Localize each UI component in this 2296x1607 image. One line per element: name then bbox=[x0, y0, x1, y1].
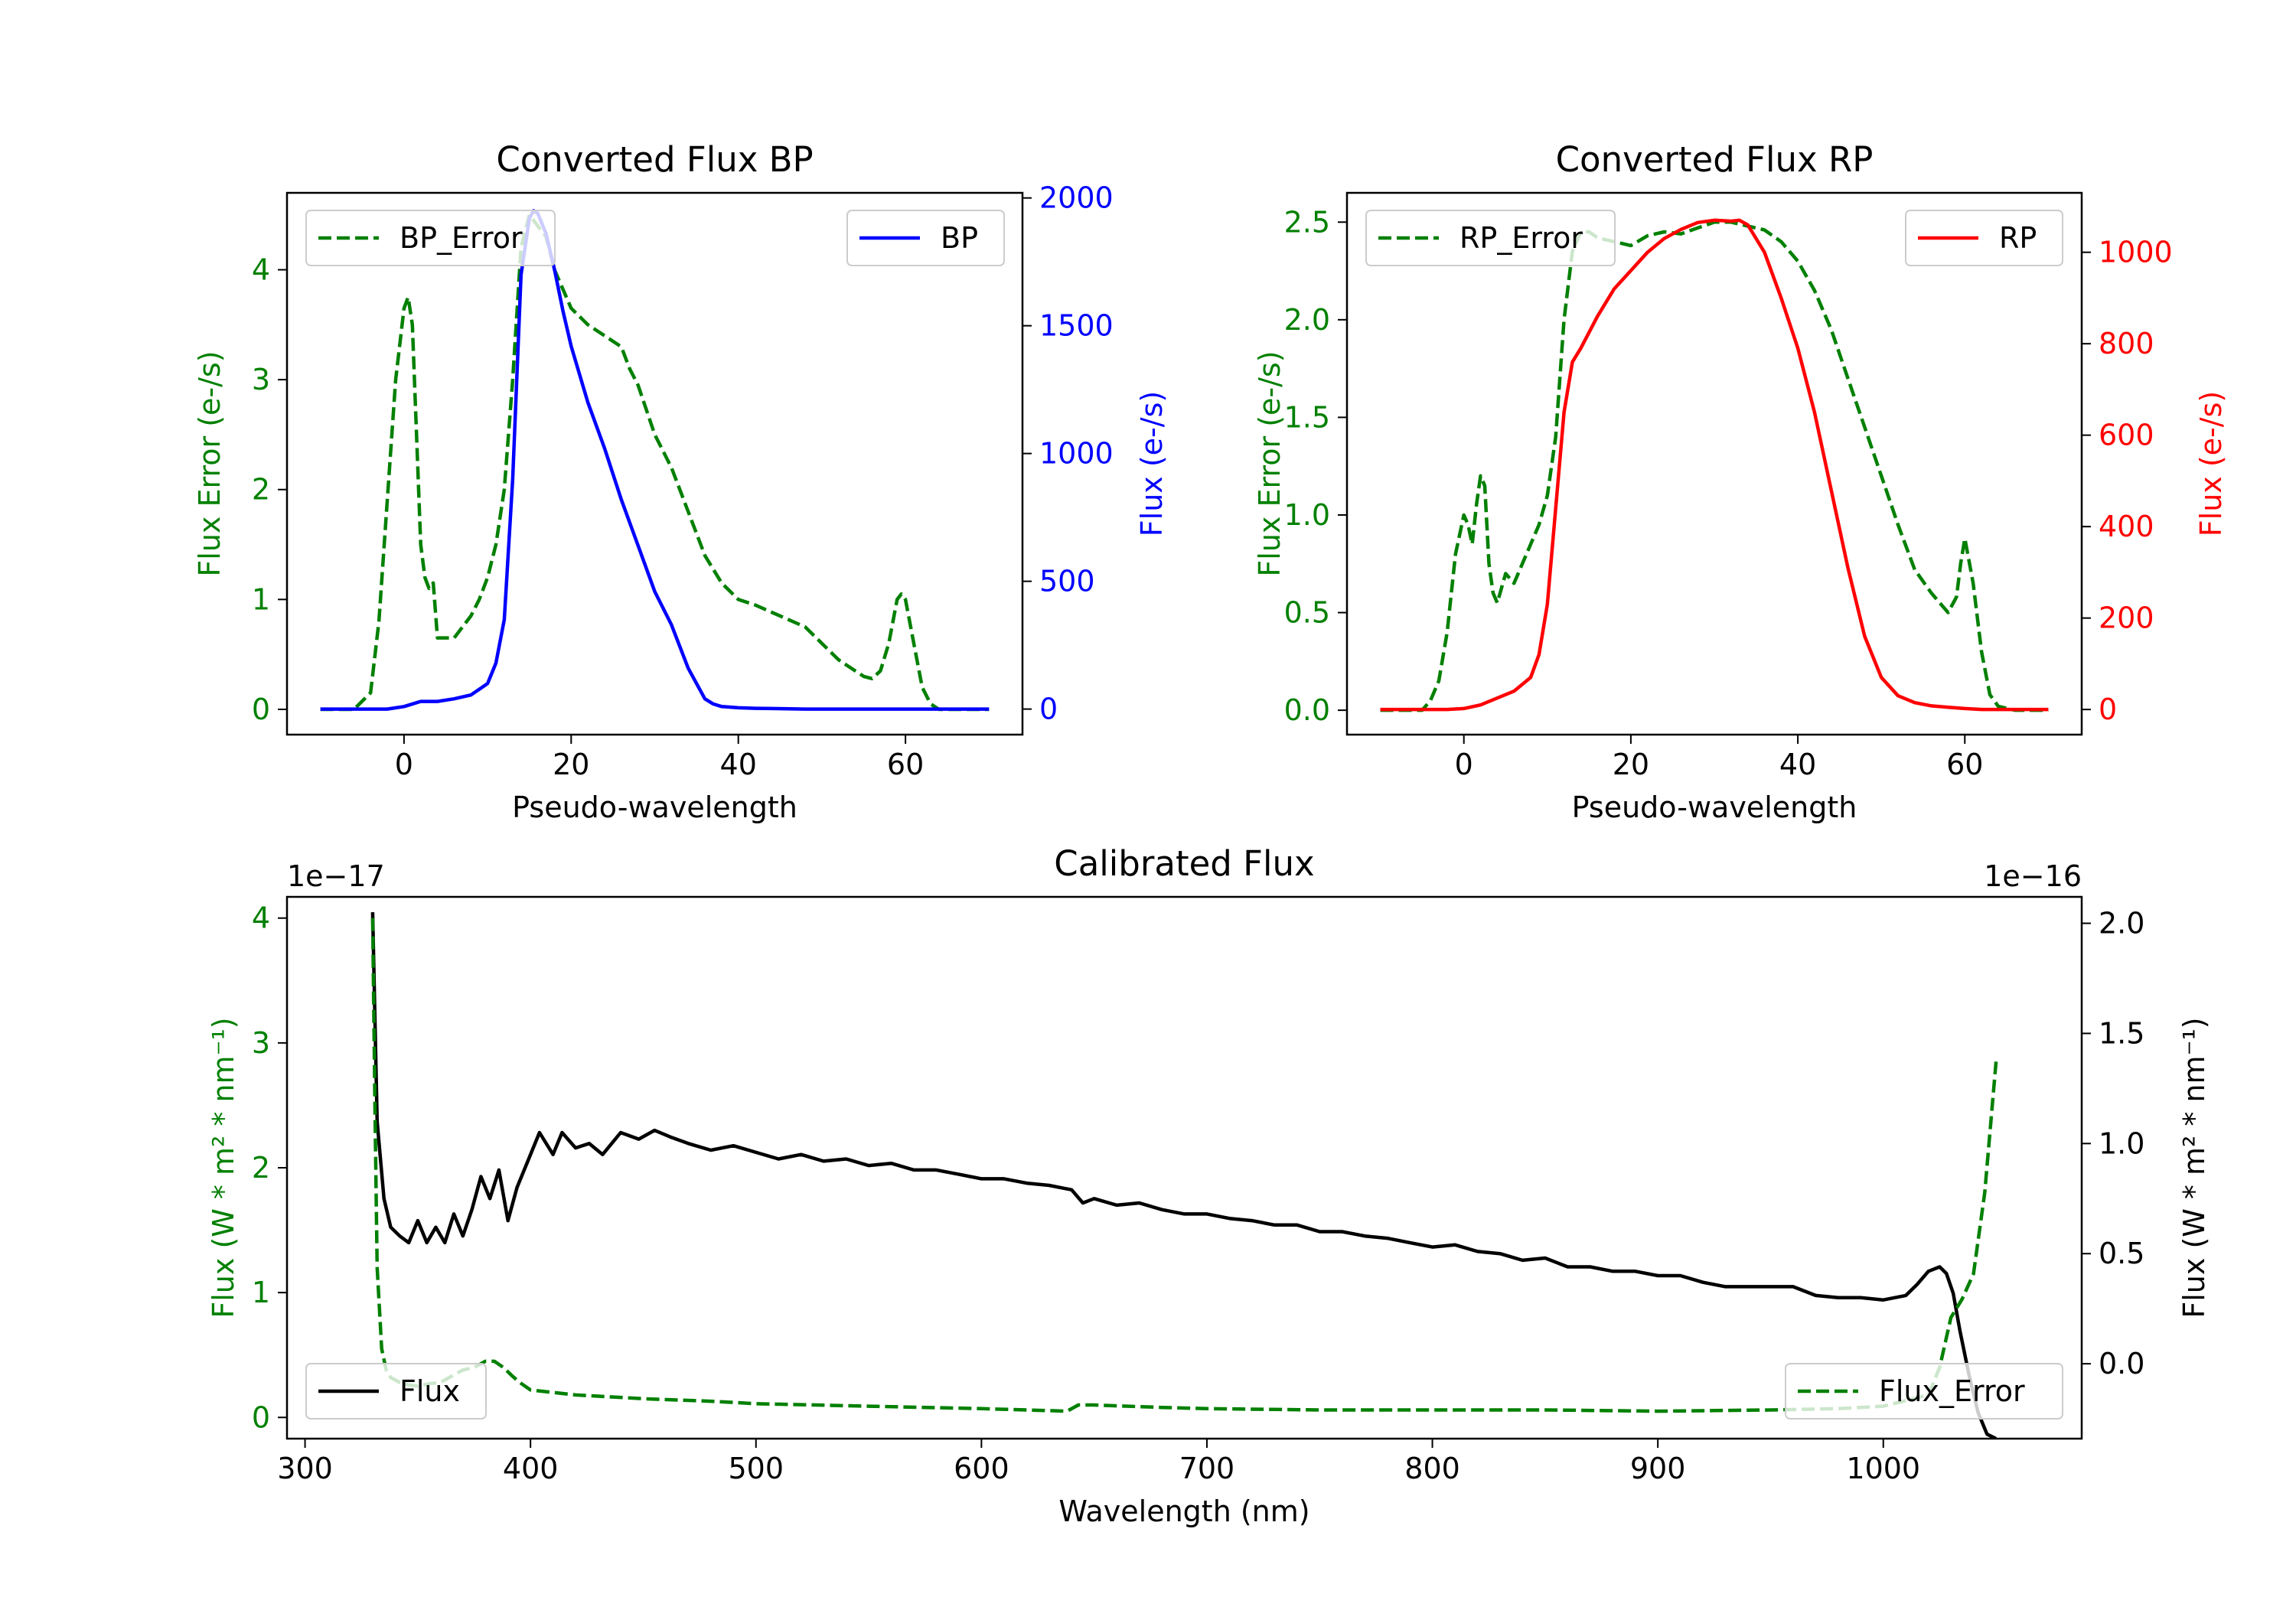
y-left-tick-label: 2.5 bbox=[1284, 205, 1330, 239]
y-left-offset-text: 1e−17 bbox=[287, 859, 385, 893]
legend-box bbox=[305, 210, 556, 266]
x-tick-label: 300 bbox=[277, 1452, 333, 1485]
y-left-tick-label: 0 bbox=[252, 1400, 270, 1434]
y-right-tick-label: 0.5 bbox=[2099, 1237, 2144, 1270]
y-right-tick-label: 2.0 bbox=[2099, 907, 2144, 940]
legend-rp-error: RP_Error bbox=[1365, 210, 1616, 266]
y-right-tick-label: 2000 bbox=[1039, 181, 1114, 215]
legend-label: RP_Error bbox=[1459, 221, 1583, 255]
x-tick-label: 40 bbox=[720, 748, 757, 781]
y-left-tick-label: 2 bbox=[252, 473, 270, 507]
y-left-tick-label: 1 bbox=[252, 582, 270, 616]
y-right-tick-label: 1000 bbox=[1039, 437, 1114, 471]
legend-flux-error: Flux_Error bbox=[1785, 1363, 2063, 1420]
y-right-axis-label: Flux (W * m² * nm⁻¹) bbox=[2177, 1017, 2211, 1318]
legend-label: Flux_Error bbox=[1879, 1374, 2025, 1408]
x-axis-label: Pseudo-wavelength bbox=[512, 790, 797, 824]
y-right-axis-label: Flux (e-/s) bbox=[2194, 391, 2228, 536]
chart-2: Converted Flux RP 0 20 40 60 Pseudo-wavelengt… bbox=[1253, 139, 2228, 824]
y-left-axis-label: Flux Error (e-/s) bbox=[1253, 350, 1287, 576]
x-axis-label: Wavelength (nm) bbox=[1058, 1495, 1309, 1528]
x-tick-label: 500 bbox=[728, 1452, 784, 1485]
series-line-flux-error bbox=[370, 918, 1998, 1413]
y-left-tick-label: 0.0 bbox=[1284, 693, 1330, 727]
chart-title: Calibrated Flux bbox=[1054, 843, 1314, 884]
legend-label: BP_Error bbox=[400, 221, 523, 255]
y-right-tick-label: 400 bbox=[2099, 510, 2154, 543]
axes-frame bbox=[285, 191, 1024, 736]
x-tick-label: 900 bbox=[1630, 1452, 1686, 1485]
y-right-tick-label: 1000 bbox=[2099, 236, 2173, 269]
y-left-tick-label: 1 bbox=[252, 1276, 270, 1309]
chart-1: Converted Flux BP0 20 40 60Pseudo-wavelengt… bbox=[193, 139, 1169, 824]
series-line-bp-error bbox=[320, 213, 990, 712]
x-axis-label: Pseudo-wavelength bbox=[1572, 790, 1857, 824]
x-tick-label: 800 bbox=[1404, 1452, 1460, 1485]
legend-flux: Flux bbox=[305, 1363, 487, 1420]
legend-box bbox=[1785, 1363, 2063, 1420]
x-tick-label: 20 bbox=[553, 748, 589, 781]
legend-label: RP bbox=[1999, 221, 2037, 255]
chart-title: Converted Flux BP bbox=[496, 139, 813, 180]
x-tick-label: 1000 bbox=[1846, 1452, 1920, 1485]
y-left-tick-label: 3 bbox=[252, 363, 270, 396]
legend-label: BP bbox=[941, 221, 978, 255]
x-tick-label: 0 bbox=[1455, 748, 1473, 781]
series-line-bp bbox=[320, 209, 990, 711]
y-left-tick-label: 3 bbox=[252, 1026, 270, 1060]
plot-area bbox=[370, 912, 1998, 1439]
y-right-tick-label: 500 bbox=[1039, 565, 1095, 598]
x-tick-label: 600 bbox=[954, 1452, 1009, 1485]
legend-box bbox=[1905, 210, 2063, 266]
y-left-tick-label: 4 bbox=[252, 253, 270, 287]
legend-rp: RP bbox=[1905, 210, 2063, 266]
y-right-tick-label: 0 bbox=[2099, 693, 2117, 726]
y-left-axis-label: Flux Error (e-/s) bbox=[193, 350, 227, 576]
y-left-tick-label: 4 bbox=[252, 901, 270, 935]
chart-title: Converted Flux RP bbox=[1556, 139, 1874, 180]
y-left-tick-label: 0.5 bbox=[1284, 596, 1330, 630]
y-left-tick-label: 1.0 bbox=[1284, 498, 1330, 532]
series-line-flux bbox=[370, 912, 1998, 1439]
x-tick-label: 20 bbox=[1613, 748, 1649, 781]
y-right-tick-label: 1500 bbox=[1039, 309, 1114, 343]
y-left-tick-label: 0 bbox=[252, 693, 270, 726]
axes-frame bbox=[1345, 191, 2083, 736]
legend-box bbox=[305, 1363, 487, 1420]
series-line-rp bbox=[1380, 218, 2049, 712]
y-right-axis-label: Flux (e-/s) bbox=[1135, 391, 1169, 536]
x-tick-label: 60 bbox=[887, 748, 924, 781]
y-right-tick-label: 800 bbox=[2099, 327, 2154, 360]
legend-bp-error: BP_Error bbox=[305, 210, 556, 266]
series-line-rp-error bbox=[1380, 220, 2049, 712]
y-right-tick-label: 0 bbox=[1039, 693, 1058, 726]
y-left-tick-label: 1.5 bbox=[1284, 400, 1330, 434]
legend-label: Flux bbox=[400, 1374, 460, 1408]
legend-box bbox=[1365, 210, 1616, 266]
x-tick-label: 700 bbox=[1179, 1452, 1235, 1485]
chart-3: Calibrated Flux 300 400 500 600 700 800 900 1000… bbox=[207, 843, 2211, 1528]
axes-frame bbox=[285, 895, 2083, 1440]
plot-area bbox=[1380, 218, 2049, 712]
y-right-offset-text: 1e−16 bbox=[1984, 859, 2082, 893]
x-tick-label: 60 bbox=[1946, 748, 1983, 781]
y-right-tick-label: 1.0 bbox=[2099, 1126, 2144, 1160]
x-tick-label: 0 bbox=[395, 748, 413, 781]
x-tick-label: 400 bbox=[503, 1452, 559, 1485]
y-right-tick-label: 200 bbox=[2099, 601, 2154, 635]
y-left-axis-label: Flux (W * m² * nm⁻¹) bbox=[207, 1017, 240, 1318]
x-tick-label: 40 bbox=[1779, 748, 1816, 781]
y-right-tick-label: 600 bbox=[2099, 419, 2154, 452]
y-left-tick-label: 2 bbox=[252, 1151, 270, 1185]
legend-bp: BP bbox=[846, 210, 1005, 266]
y-left-tick-label: 2.0 bbox=[1284, 303, 1330, 337]
y-right-tick-label: 0.0 bbox=[2099, 1347, 2144, 1380]
y-right-tick-label: 1.5 bbox=[2099, 1016, 2144, 1050]
plot-area bbox=[320, 209, 990, 712]
legend-box bbox=[846, 210, 1005, 266]
